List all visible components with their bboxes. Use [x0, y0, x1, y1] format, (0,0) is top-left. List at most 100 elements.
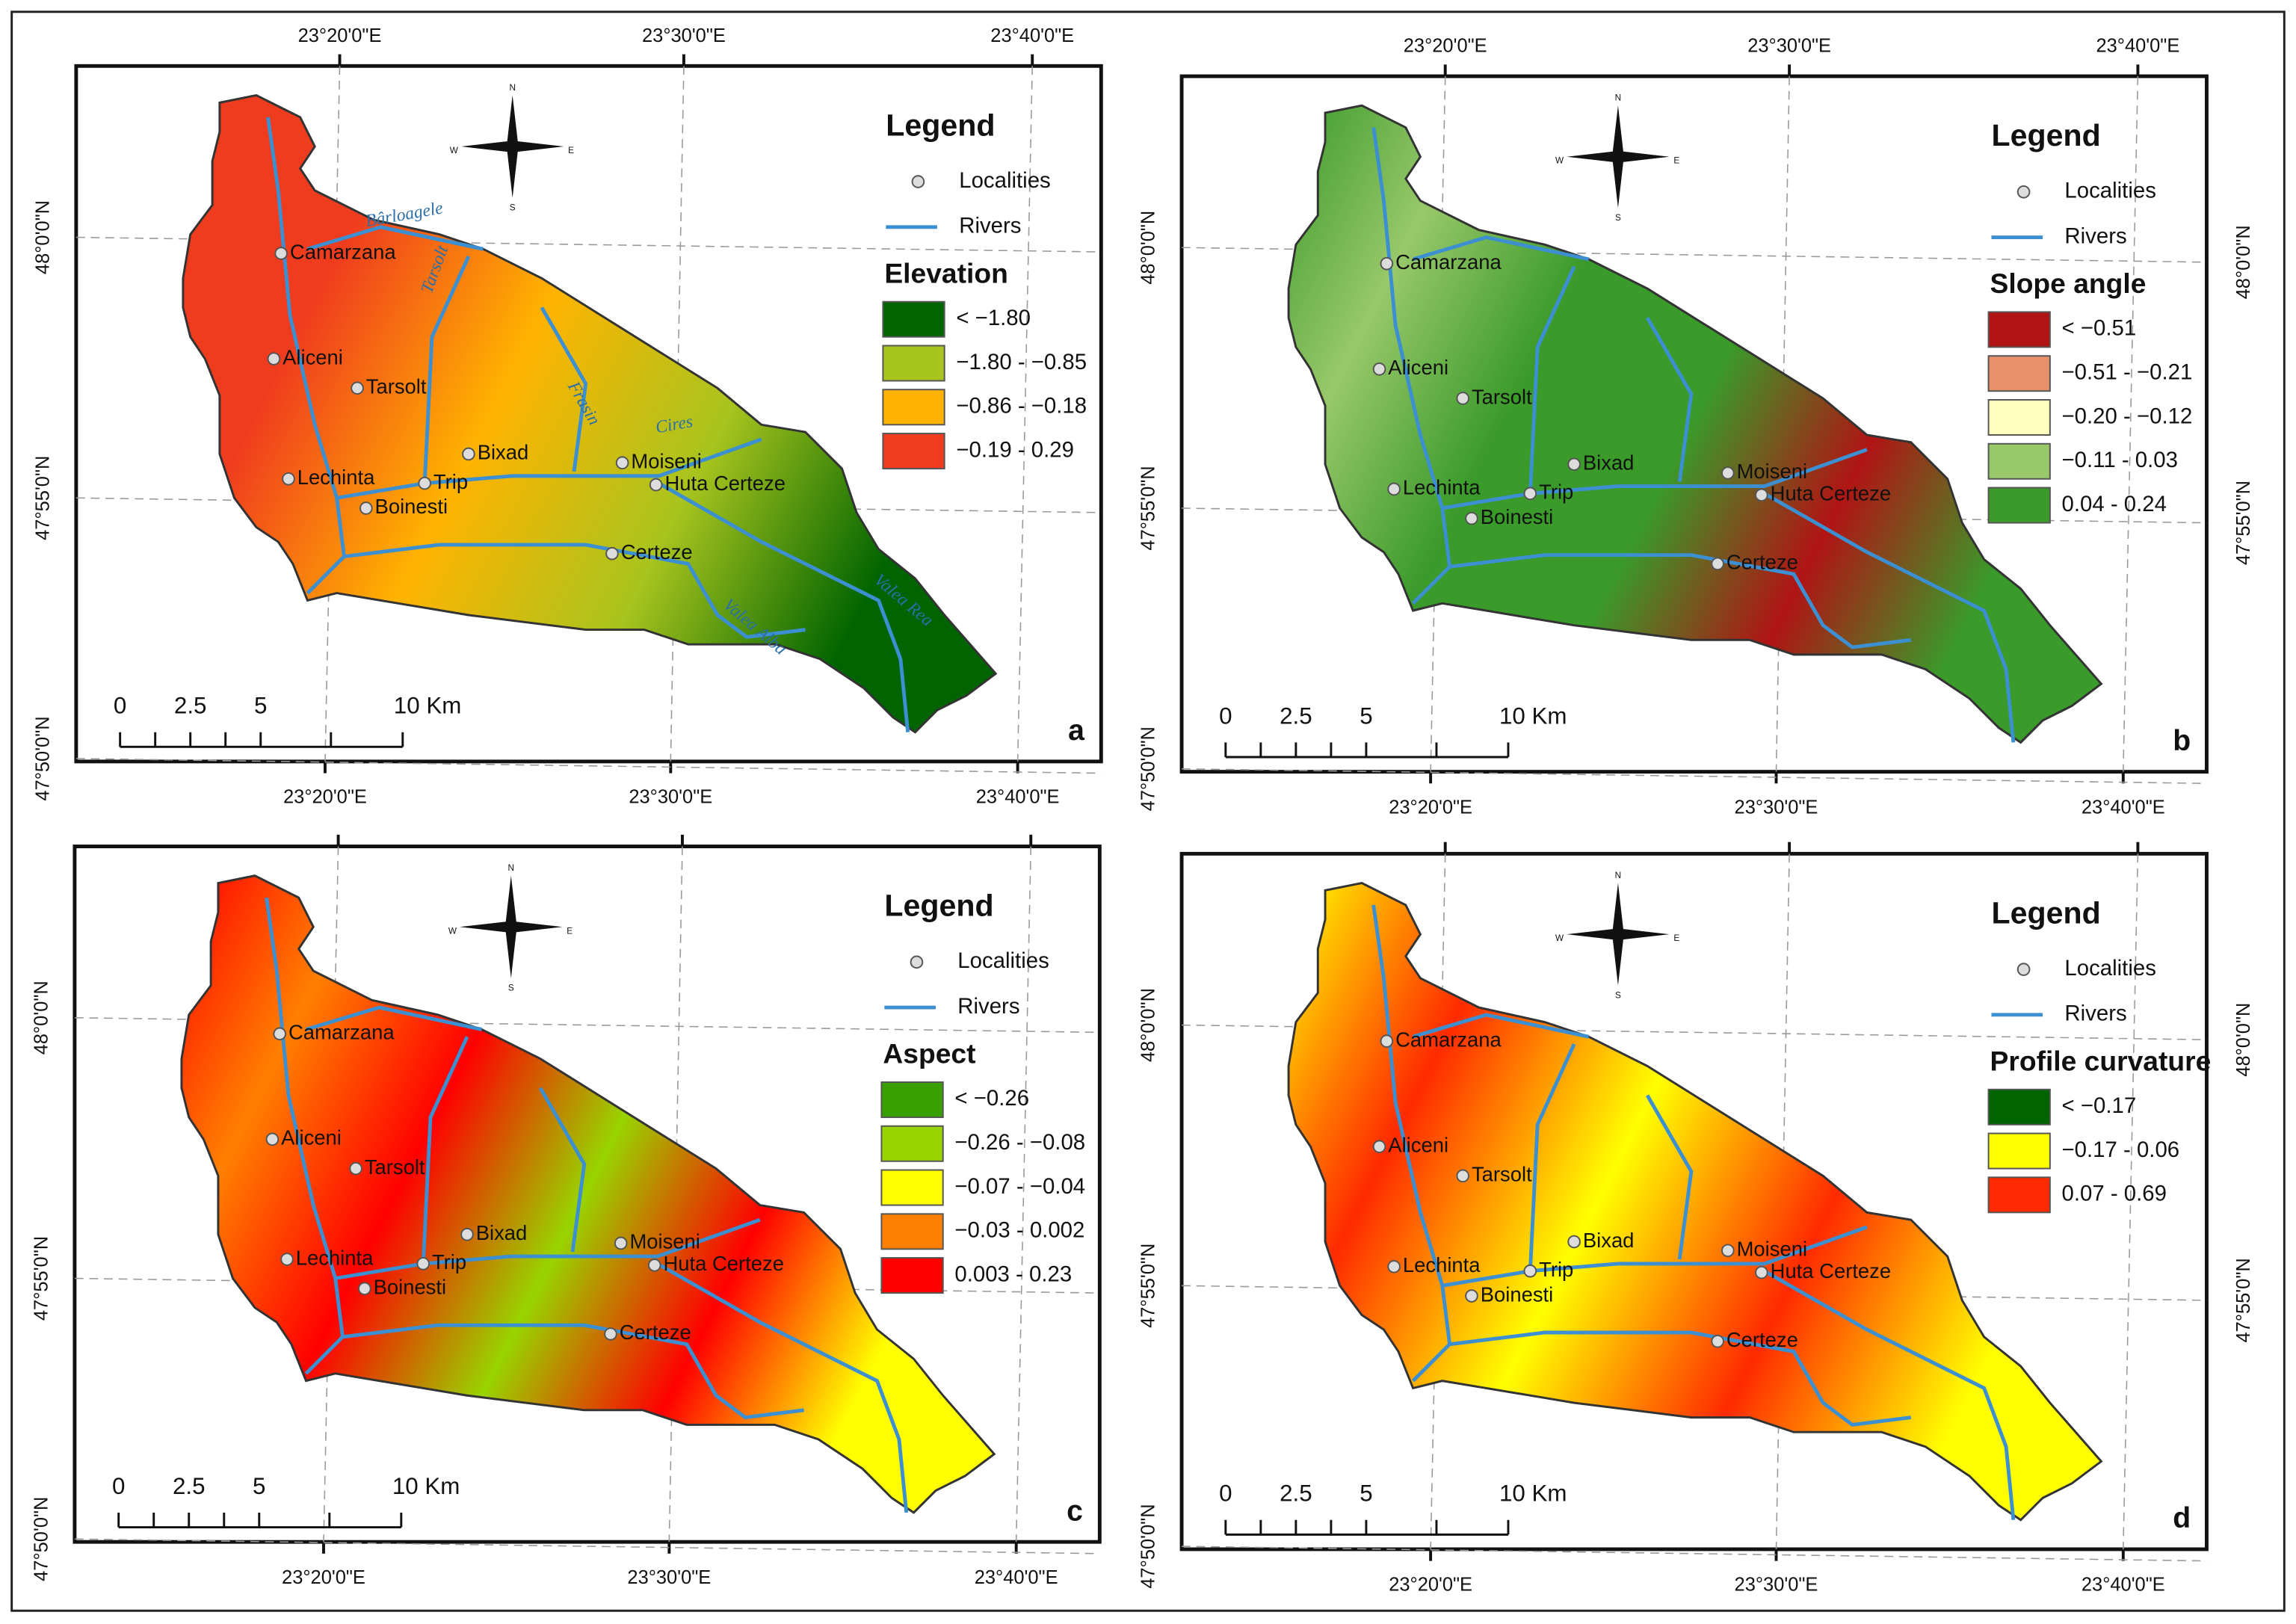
- locality-marker: [265, 1132, 280, 1146]
- river: [422, 255, 471, 484]
- locality-label: Lechinta: [297, 466, 375, 489]
- legend-swatch: [882, 433, 945, 470]
- panel-letter: d: [2173, 1502, 2191, 1534]
- locality-label: Boinesti: [375, 495, 448, 518]
- river: [344, 543, 806, 639]
- locality-marker: [1567, 1235, 1581, 1249]
- locality-label: Boinesti: [1481, 1282, 1554, 1306]
- locality-marker: [351, 381, 364, 395]
- locality-label: Tarsolt: [1472, 1163, 1532, 1186]
- lon-label: 23°30'0"E: [1735, 797, 1818, 818]
- locality-label: Aliceni: [281, 1126, 342, 1149]
- legend-label: < −0.26: [954, 1086, 1029, 1111]
- graticule: [75, 236, 1102, 253]
- river: [1442, 448, 1868, 510]
- legend-label: Rivers: [2064, 223, 2126, 248]
- legend-label: 0.07 - 0.69: [2062, 1182, 2167, 1206]
- legend-label: −0.07 - −0.04: [954, 1174, 1085, 1199]
- lon-label: 23°20'0"E: [1389, 797, 1472, 818]
- legend-swatch: [880, 1081, 944, 1118]
- basin: [1287, 881, 2103, 1522]
- river: [342, 1323, 804, 1420]
- locality-label: Aliceni: [1388, 356, 1448, 379]
- scale-label: 2.5: [174, 693, 207, 719]
- locality-marker: [1567, 457, 1581, 472]
- legend-heading: Legend: [1991, 895, 2100, 930]
- map-panel: 23°20'0"E 23°30'0"E 23°40'0"E 23°20'0"E 23°3…: [1138, 36, 2254, 818]
- locality-label: Certeze: [620, 1321, 691, 1344]
- scale-label: 0: [114, 693, 126, 719]
- scale-label: 5: [254, 693, 267, 719]
- scale-label: 5: [1360, 703, 1372, 729]
- locality-label: Lechinta: [1403, 476, 1481, 499]
- river: [306, 225, 484, 251]
- lat-label: 48°0'0"N: [2233, 225, 2254, 299]
- legend-label: Localities: [959, 168, 1050, 193]
- graticule: [1016, 66, 1034, 762]
- lat-label: 47°55'0"N: [2233, 481, 2254, 565]
- locality-label: Tarsolt: [366, 375, 427, 398]
- compass-letter: S: [1615, 213, 1621, 223]
- locality-label: Moiseni: [631, 449, 701, 472]
- scale-label: 2.5: [1280, 1481, 1312, 1507]
- legend-title: Slope angle: [1990, 268, 2147, 299]
- legend-swatch: [1987, 487, 2051, 524]
- locality-marker: [1380, 1034, 1394, 1048]
- legend-label: Localities: [2064, 179, 2155, 203]
- legend-swatch: [880, 1213, 944, 1250]
- panel-letter: b: [2173, 725, 2191, 757]
- locality-label: Aliceni: [1388, 1133, 1448, 1156]
- locality-label: Bixad: [476, 1221, 528, 1244]
- graticule: [1182, 1024, 2207, 1040]
- river: [421, 1036, 469, 1265]
- graticule: [324, 66, 341, 762]
- compass-letter: W: [450, 146, 459, 155]
- graticule: [1430, 853, 1446, 1549]
- locality-marker: [1380, 256, 1394, 271]
- lon-label: 23°20'0"E: [282, 1567, 365, 1588]
- legend-heading: Legend: [1991, 118, 2100, 152]
- locality-label: Trip: [1539, 481, 1573, 504]
- locality-marker: [358, 1282, 371, 1296]
- river: [1528, 1043, 1576, 1271]
- lon-label: 23°20'0"E: [1404, 36, 1487, 57]
- panel-letter: c: [1067, 1495, 1083, 1527]
- legend-label: Rivers: [957, 994, 1019, 1019]
- compass-letter: E: [1673, 156, 1679, 166]
- locality-label: Moiseni: [629, 1230, 700, 1253]
- legend-locality: [910, 955, 924, 969]
- lat-label: 47°55'0"N: [1138, 466, 1159, 550]
- locality-marker: [267, 352, 281, 365]
- legend-label: −0.86 - −0.18: [956, 394, 1087, 419]
- legend-label: Rivers: [959, 214, 1021, 238]
- legend-label: −0.26 - −0.08: [954, 1130, 1085, 1155]
- compass-letter: S: [1615, 990, 1621, 1000]
- map-panel: 23°20'0"E 23°30'0"E 23°40'0"E 23°20'0"E 23°3…: [32, 25, 1103, 808]
- legend-swatch: [1987, 1176, 2051, 1214]
- locality-label: Tarsolt: [365, 1155, 425, 1179]
- legend-locality: [2016, 185, 2031, 199]
- lat-label: 47°55'0"N: [31, 1236, 52, 1321]
- locality-marker: [1711, 557, 1724, 571]
- scale-label: 5: [1360, 1481, 1372, 1507]
- locality-label: Camarzana: [1395, 250, 1502, 274]
- locality-label: Bixad: [1583, 1229, 1635, 1252]
- river: [656, 1262, 909, 1513]
- locality-marker: [462, 447, 475, 461]
- locality-label: Moiseni: [1737, 460, 1807, 483]
- legend-heading: Legend: [886, 108, 995, 142]
- river: [1763, 492, 2016, 743]
- river: [1645, 317, 1694, 483]
- lon-label: 23°30'0"E: [1735, 1575, 1818, 1596]
- graticule: [74, 1016, 1100, 1034]
- graticule: [74, 1538, 1100, 1554]
- legend-title: Elevation: [884, 257, 1007, 288]
- lon-label: 23°30'0"E: [629, 787, 712, 808]
- legend-label: −0.11 - 0.03: [2062, 448, 2178, 472]
- lat-label: 48°0'0"N: [2233, 1003, 2254, 1077]
- locality-marker: [1721, 466, 1735, 480]
- locality-marker: [1456, 392, 1470, 405]
- legend-swatch: [1987, 442, 2051, 480]
- map-panel: 23°20'0"E 23°30'0"E 23°40'0"E 48°0'0"N 47°55…: [31, 834, 1102, 1588]
- lon-label: 23°40'0"E: [990, 25, 1074, 46]
